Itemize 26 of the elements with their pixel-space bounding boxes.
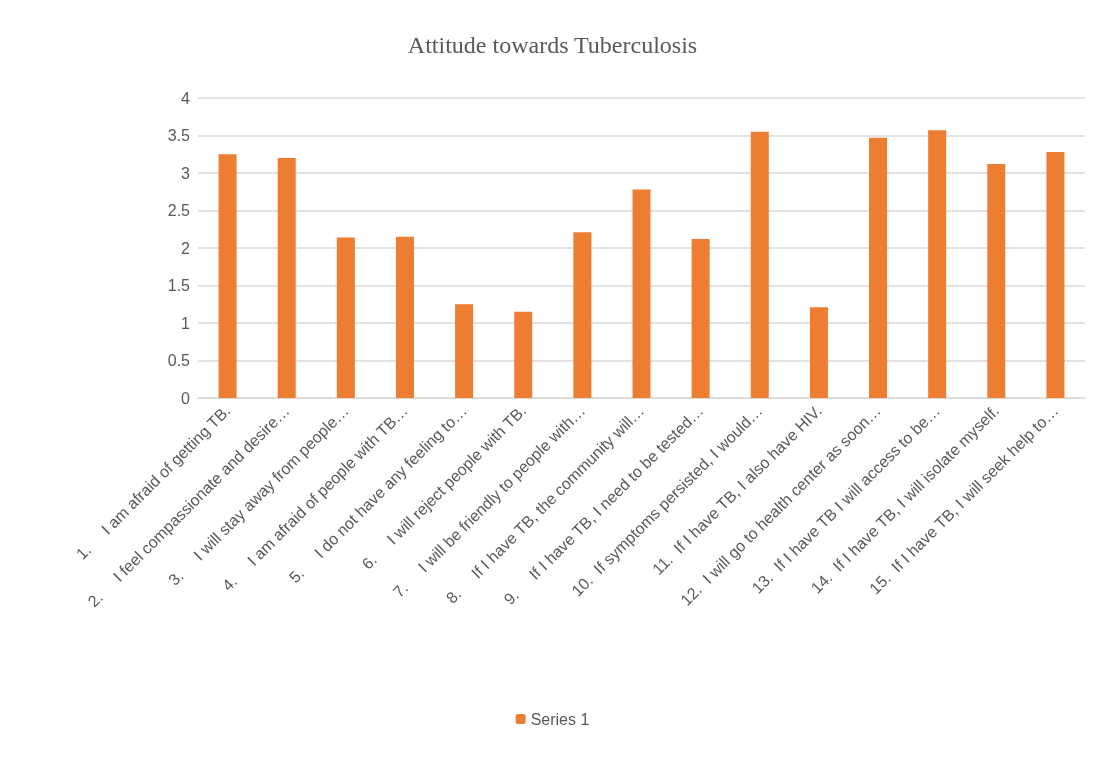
y-tick-label: 3 [181,164,191,182]
y-tick-label: 4 [181,89,191,107]
y-tick-label: 1.5 [167,277,191,294]
y-tick-label: 1 [181,314,191,332]
bar [691,239,710,398]
y-tick-label: 2 [181,239,191,257]
legend-label: Series 1 [530,710,590,728]
bar [632,189,651,398]
chart-title: Attitude towards Tuberculosis [407,32,698,58]
y-tick-label: 2.5 [167,202,191,219]
bar [928,130,947,398]
bar [573,232,592,398]
bar [218,154,237,398]
bar [514,311,533,398]
bar [869,137,888,398]
bar [809,307,828,398]
bar [750,131,769,398]
bar [1046,152,1065,398]
bar [455,304,474,398]
bar [336,237,355,398]
y-tick-label: 0 [181,389,191,407]
bar [987,164,1006,398]
bar [277,158,296,398]
y-tick-label: 3.5 [167,127,191,144]
bar [395,236,414,398]
y-tick-label: 0.5 [167,352,191,369]
